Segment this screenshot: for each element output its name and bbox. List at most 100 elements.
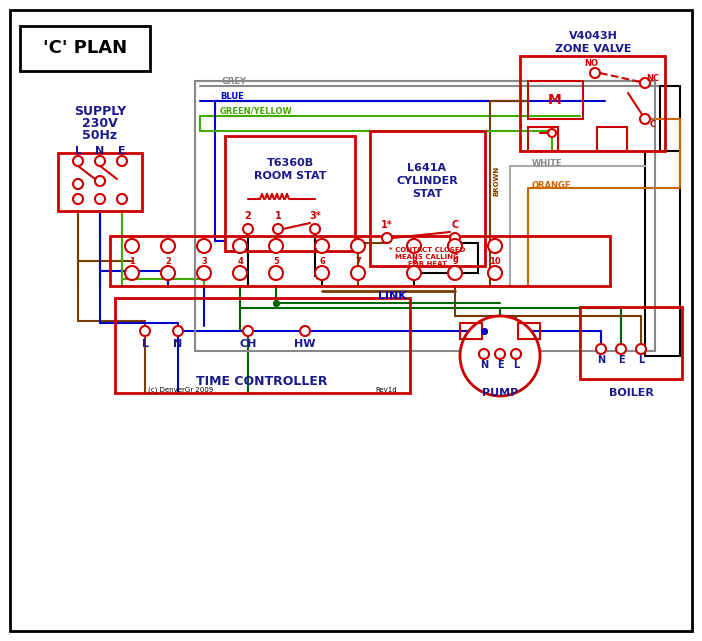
Text: 9: 9 (452, 256, 458, 265)
Circle shape (479, 349, 489, 359)
Text: 2: 2 (165, 256, 171, 265)
Text: L: L (142, 339, 149, 349)
Text: BLUE: BLUE (220, 92, 244, 101)
Text: 1: 1 (274, 211, 282, 221)
Circle shape (197, 266, 211, 280)
Circle shape (233, 266, 247, 280)
Text: NC: NC (647, 74, 660, 83)
Circle shape (300, 326, 310, 336)
Text: * CONTACT CLOSED: * CONTACT CLOSED (389, 247, 465, 253)
Text: LINK: LINK (378, 291, 406, 301)
Text: WHITE: WHITE (532, 158, 562, 167)
Text: 5: 5 (273, 256, 279, 265)
Text: BROWN: BROWN (493, 166, 499, 196)
Circle shape (407, 239, 421, 253)
Circle shape (243, 224, 253, 234)
Text: SUPPLY: SUPPLY (74, 104, 126, 117)
Text: M: M (548, 93, 562, 107)
Circle shape (488, 266, 502, 280)
Text: MEANS CALLING: MEANS CALLING (395, 254, 459, 260)
Circle shape (117, 156, 127, 166)
Circle shape (73, 194, 83, 204)
Circle shape (173, 326, 183, 336)
Circle shape (315, 266, 329, 280)
Text: 1: 1 (129, 256, 135, 265)
Text: TIME CONTROLLER: TIME CONTROLLER (197, 374, 328, 388)
Circle shape (351, 266, 365, 280)
Circle shape (315, 239, 329, 253)
Text: E: E (497, 360, 503, 370)
Text: ROOM STAT: ROOM STAT (253, 171, 326, 181)
Circle shape (511, 349, 521, 359)
Circle shape (640, 114, 650, 124)
Text: 'C' PLAN: 'C' PLAN (43, 39, 127, 57)
Circle shape (95, 156, 105, 166)
Text: N: N (597, 355, 605, 365)
Text: E: E (618, 355, 624, 365)
Circle shape (351, 239, 365, 253)
Circle shape (125, 266, 139, 280)
Text: ZONE VALVE: ZONE VALVE (555, 44, 631, 54)
Text: L: L (74, 146, 81, 156)
Text: L: L (513, 360, 519, 370)
Text: 3: 3 (201, 256, 207, 265)
Circle shape (73, 179, 83, 189)
Circle shape (448, 266, 462, 280)
Text: N: N (173, 339, 183, 349)
Circle shape (488, 239, 502, 253)
Circle shape (243, 326, 253, 336)
Text: 50Hz: 50Hz (82, 128, 117, 142)
Circle shape (636, 344, 646, 354)
Text: PUMP: PUMP (482, 388, 518, 398)
Text: 3*: 3* (309, 211, 321, 221)
Circle shape (548, 129, 556, 137)
Text: E: E (118, 146, 126, 156)
Text: 230V: 230V (82, 117, 118, 129)
Circle shape (460, 316, 540, 396)
Text: GREY: GREY (222, 76, 247, 85)
Text: HW: HW (294, 339, 316, 349)
Circle shape (450, 233, 460, 243)
Text: N: N (95, 146, 105, 156)
Text: CH: CH (239, 339, 257, 349)
Text: 10: 10 (489, 256, 501, 265)
Circle shape (95, 176, 105, 186)
Circle shape (125, 239, 139, 253)
Circle shape (117, 194, 127, 204)
Text: Rev1d: Rev1d (376, 387, 397, 393)
Text: L: L (638, 355, 644, 365)
Circle shape (640, 78, 650, 88)
Circle shape (161, 239, 175, 253)
Text: (c) DenverGr 2009: (c) DenverGr 2009 (148, 387, 213, 393)
Text: NO: NO (584, 58, 598, 67)
Text: N: N (480, 360, 488, 370)
Text: 6: 6 (319, 256, 325, 265)
Circle shape (233, 239, 247, 253)
Text: T6360B: T6360B (267, 158, 314, 168)
Circle shape (140, 326, 150, 336)
Text: FOR HEAT: FOR HEAT (407, 261, 446, 267)
Text: GREEN/YELLOW: GREEN/YELLOW (220, 106, 293, 115)
Text: V4043H: V4043H (569, 31, 618, 41)
Text: 2: 2 (244, 211, 251, 221)
Circle shape (382, 233, 392, 243)
Circle shape (161, 266, 175, 280)
Circle shape (269, 239, 283, 253)
Circle shape (269, 266, 283, 280)
Circle shape (310, 224, 320, 234)
Text: 1*: 1* (381, 220, 393, 230)
Text: BOILER: BOILER (609, 388, 654, 398)
Text: C: C (451, 220, 458, 230)
Text: 8: 8 (411, 256, 417, 265)
Text: 7: 7 (355, 256, 361, 265)
Circle shape (273, 224, 283, 234)
Text: STAT: STAT (412, 189, 442, 199)
Circle shape (73, 156, 83, 166)
Text: L641A: L641A (407, 163, 446, 173)
Circle shape (590, 68, 600, 78)
Circle shape (495, 349, 505, 359)
Circle shape (596, 344, 606, 354)
Circle shape (407, 266, 421, 280)
Text: C: C (650, 119, 656, 128)
Text: ORANGE: ORANGE (532, 181, 571, 190)
